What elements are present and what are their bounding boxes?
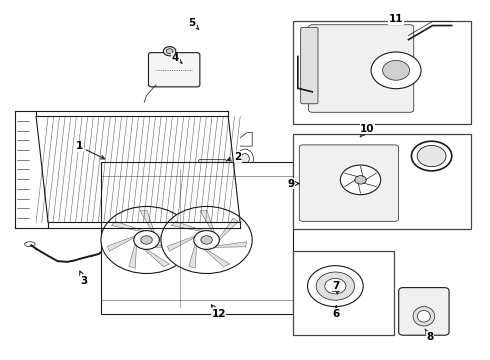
Circle shape [141,236,152,244]
FancyBboxPatch shape [198,159,226,175]
Polygon shape [189,244,196,268]
Polygon shape [112,221,144,231]
FancyBboxPatch shape [399,288,449,335]
Text: 9: 9 [287,179,299,189]
Text: 12: 12 [211,305,226,319]
Text: 4: 4 [172,53,182,63]
Text: 7: 7 [333,281,340,294]
FancyBboxPatch shape [299,145,398,221]
Circle shape [341,165,381,195]
Ellipse shape [237,149,253,168]
Polygon shape [154,242,187,247]
Ellipse shape [241,153,249,164]
Text: 5: 5 [189,18,199,30]
Bar [293,251,394,335]
Ellipse shape [206,163,219,171]
Text: 11: 11 [389,14,403,24]
Bar [332,281,339,291]
Polygon shape [204,249,230,267]
Circle shape [383,60,410,80]
Polygon shape [140,211,154,233]
FancyBboxPatch shape [301,27,318,104]
Polygon shape [215,242,246,247]
Bar [101,162,293,314]
Circle shape [325,278,346,294]
Circle shape [166,49,173,54]
Polygon shape [107,236,135,251]
Polygon shape [200,211,215,233]
Circle shape [134,231,159,249]
Circle shape [161,207,252,274]
Polygon shape [159,218,178,240]
Bar [293,21,471,123]
Circle shape [308,266,363,307]
FancyBboxPatch shape [308,25,414,112]
Bar [293,134,471,229]
Text: 6: 6 [333,306,340,319]
Polygon shape [144,249,170,267]
Polygon shape [168,236,195,251]
Circle shape [371,52,421,89]
Polygon shape [219,218,238,240]
Text: 10: 10 [360,124,375,137]
Circle shape [101,207,192,274]
Text: 3: 3 [80,271,88,285]
Circle shape [316,272,355,300]
Ellipse shape [413,307,435,326]
Polygon shape [129,244,136,268]
Circle shape [417,145,446,167]
FancyBboxPatch shape [148,53,200,87]
Circle shape [201,236,212,244]
Circle shape [412,141,452,171]
Circle shape [163,47,176,56]
Polygon shape [172,221,204,231]
Text: 1: 1 [76,141,104,159]
Ellipse shape [24,242,35,247]
Text: 2: 2 [227,152,242,162]
Circle shape [355,176,367,184]
Circle shape [194,231,220,249]
Text: 8: 8 [425,329,434,342]
Ellipse shape [417,310,430,322]
